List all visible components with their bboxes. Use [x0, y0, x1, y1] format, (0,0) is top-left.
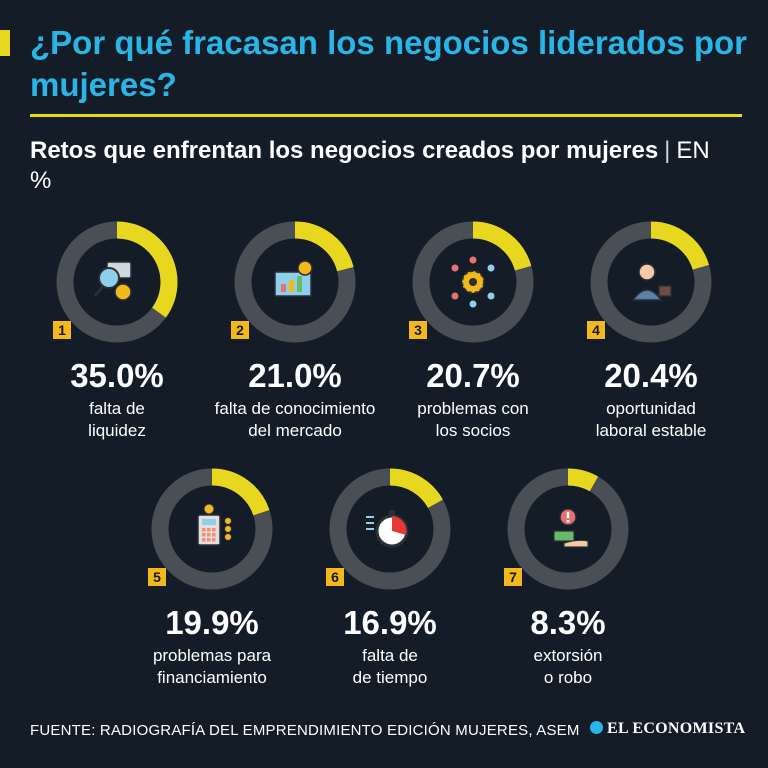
category-label: falta de de tiempo [295, 645, 485, 689]
data-label-value: 8.3% [530, 604, 606, 641]
donut-track [507, 468, 629, 590]
category-label-line: falta de [362, 646, 418, 665]
category-label-line: o robo [543, 668, 593, 687]
source-note: FUENTE: RADIOGRAFÍA DEL EMPRENDIMIENTO E… [30, 722, 580, 739]
category-label: oportunidad laboral estable [556, 398, 746, 442]
category-label: problemas con los socios [378, 398, 568, 442]
gear-network-icon [451, 256, 495, 308]
rank-badge: 2 [231, 321, 249, 339]
stopwatch-icon [366, 510, 409, 548]
category-label-line: extorsión [533, 646, 603, 665]
category-label-line: los socios [435, 421, 511, 440]
category-label-line: de tiempo [352, 668, 428, 687]
data-label-value: 16.9% [343, 604, 437, 641]
category-label-line: falta de [89, 399, 145, 418]
donut-chart [56, 221, 178, 343]
rank-badge: 4 [587, 321, 605, 339]
data-label-value: 20.7% [426, 357, 520, 394]
category-label: falta de liquidez [22, 398, 212, 442]
rank-badge: 3 [409, 321, 427, 339]
rank-badge: 5 [148, 568, 166, 586]
category-label: falta de conocimiento del mercado [200, 398, 390, 442]
donut-slice [507, 468, 629, 590]
category-label: problemas para financiamiento [117, 645, 307, 689]
subtitle-text: Retos que enfrentan los negocios creados… [30, 137, 659, 164]
category-label-line: problemas para [152, 646, 272, 665]
category-label-line: problemas con [417, 399, 529, 418]
rank-badge: 7 [504, 568, 522, 586]
donut-chart [151, 468, 273, 590]
donut-slice [151, 468, 273, 590]
donut-chart [234, 221, 356, 343]
donut-slice [234, 221, 356, 343]
chart-subtitle: Retos que enfrentan los negocios creados… [30, 136, 730, 196]
category-label-line: del mercado [248, 421, 342, 440]
category-label-line: financiamiento [157, 668, 267, 687]
donut-chart [507, 468, 629, 590]
brand-logo: EL ECONOMISTA [590, 720, 745, 738]
donut-chart [412, 221, 534, 343]
category-label: extorsión o robo [473, 645, 663, 689]
category-label-line: falta de conocimiento [214, 399, 376, 418]
donut-chart [329, 468, 451, 590]
data-label-value: 19.9% [165, 604, 259, 641]
market-chart-icon [274, 260, 313, 297]
brand-name: EL ECONOMISTA [607, 720, 746, 737]
category-label-line: liquidez [88, 421, 146, 440]
category-label-line: laboral estable [595, 421, 707, 440]
hand-money-alert-icon [553, 508, 589, 548]
rank-badge: 1 [53, 321, 71, 339]
title-divider [30, 114, 742, 117]
donut-slice [329, 468, 451, 590]
data-label-value: 20.4% [604, 357, 698, 394]
unit-label: EN % [30, 137, 710, 194]
donut-chart [590, 221, 712, 343]
title-accent-bar [0, 30, 10, 56]
subtitle-separator: | [664, 137, 671, 164]
data-label-value: 21.0% [248, 357, 342, 394]
category-label-line: oportunidad [606, 399, 696, 418]
calculator-coins-icon [197, 503, 232, 546]
page-title: ¿Por qué fracasan los negocios liderados… [30, 24, 748, 103]
donut-slice [412, 221, 534, 343]
donut-slice [56, 221, 178, 343]
magnifier-money-icon [93, 261, 132, 301]
data-label-value: 35.0% [70, 357, 164, 394]
donut-slice [590, 221, 712, 343]
rank-badge: 6 [326, 568, 344, 586]
businesswoman-icon [631, 263, 672, 301]
globe-icon [590, 721, 603, 734]
